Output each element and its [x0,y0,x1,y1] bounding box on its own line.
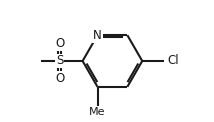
Text: Cl: Cl [167,55,179,67]
Text: O: O [55,37,64,50]
Text: O: O [55,72,64,85]
Text: Me: Me [89,107,106,117]
Text: S: S [56,55,63,67]
Text: N: N [93,29,102,42]
